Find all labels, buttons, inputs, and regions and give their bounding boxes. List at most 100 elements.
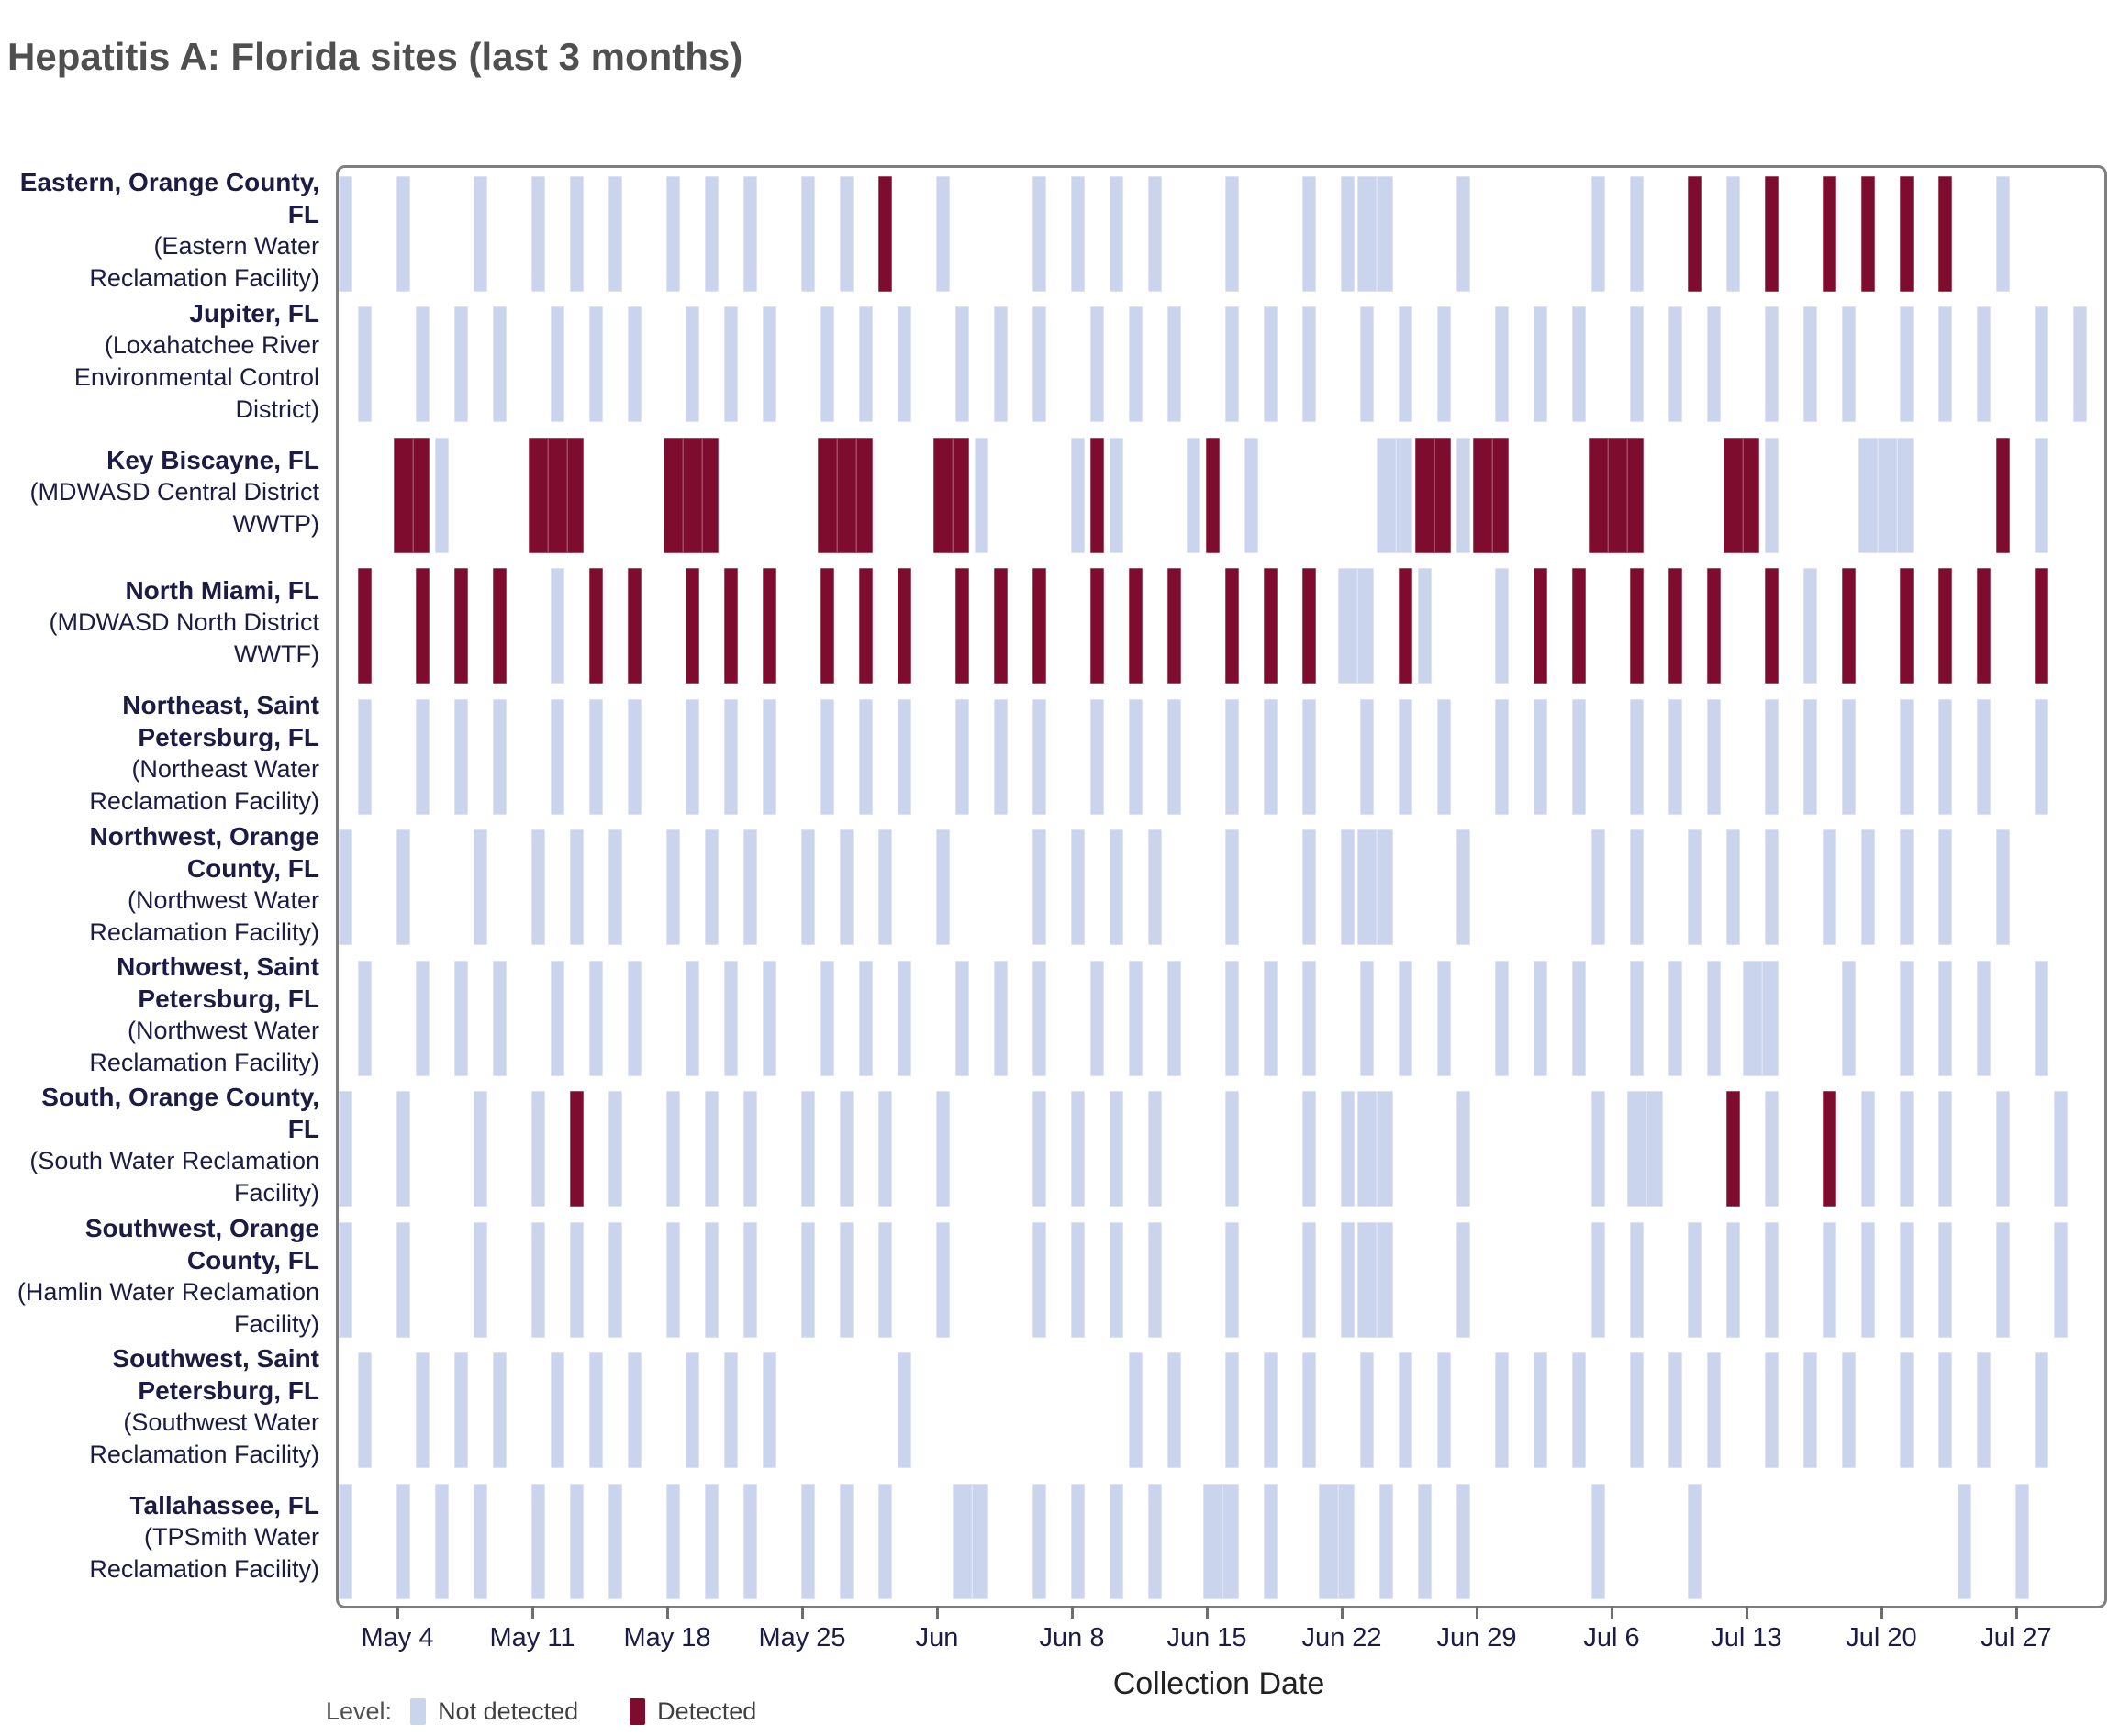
x-tick-label: May 11 <box>489 1623 575 1653</box>
tile-not-detected <box>551 306 564 423</box>
tile-not-detected <box>1726 829 1740 946</box>
tile-not-detected <box>666 829 680 946</box>
tile-not-detected <box>1591 1091 1605 1207</box>
tile-not-detected <box>1302 1352 1316 1469</box>
tile-not-detected <box>570 176 584 292</box>
tile-not-detected <box>1630 1352 1644 1469</box>
tile-not-detected <box>1996 1091 2010 1207</box>
tile-detected <box>1302 568 1316 684</box>
legend: Level: Not detected Detected <box>326 1693 795 1730</box>
tile-not-detected <box>1977 306 1991 423</box>
tile-not-detected <box>763 306 776 423</box>
tile-not-detected <box>1456 829 1470 946</box>
tile-not-detected <box>705 1091 719 1207</box>
tile-not-detected <box>1977 1352 1991 1469</box>
tile-not-detected <box>474 1221 487 1338</box>
site-name: North Miami, FL <box>125 576 319 606</box>
tile-not-detected <box>1418 568 1432 684</box>
site-label: Southwest, Orange County, FL (Hamlin Wate… <box>9 1212 319 1341</box>
tile-not-detected <box>1110 1091 1123 1207</box>
tile-not-detected <box>898 960 911 1076</box>
tile-not-detected <box>1456 1091 1470 1207</box>
tile-detected <box>1726 1091 1740 1207</box>
tile-not-detected <box>608 829 622 946</box>
tile-not-detected <box>840 1091 854 1207</box>
tile-not-detected <box>878 1483 892 1599</box>
tile-not-detected <box>975 437 988 553</box>
site-label: Northeast, Saint Petersburg, FL (Northeas… <box>9 689 319 818</box>
tile-not-detected <box>474 1483 487 1599</box>
tile-not-detected <box>1032 960 1046 1076</box>
tile-not-detected <box>1861 1221 1875 1338</box>
tile-not-detected <box>1765 437 1779 553</box>
tile-detected <box>1668 568 1682 684</box>
tile-not-detected <box>608 176 622 292</box>
tile-not-detected <box>2054 1221 2068 1338</box>
tile-not-detected <box>898 306 911 423</box>
tile-not-detected <box>1823 1221 1836 1338</box>
tile-not-detected <box>1032 1483 1046 1599</box>
tile-not-detected <box>1900 1221 1914 1338</box>
tile-detected <box>1415 437 1451 553</box>
tile-not-detected <box>666 1091 680 1207</box>
tile-not-detected <box>1996 176 2010 292</box>
site-facility: (Northwest Water Reclamation Facility) <box>89 1016 319 1076</box>
tile-not-detected <box>1110 437 1123 553</box>
tile-not-detected <box>801 1091 815 1207</box>
tile-not-detected <box>551 698 564 815</box>
tile-detected <box>1473 437 1509 553</box>
tile-not-detected <box>358 960 372 1076</box>
tile-not-detected <box>2035 437 2048 553</box>
tile-detected <box>589 568 603 684</box>
tile-not-detected <box>1225 829 1239 946</box>
tile-not-detected <box>1495 306 1509 423</box>
tile-not-detected <box>1707 1352 1721 1469</box>
tile-not-detected <box>1668 1352 1682 1469</box>
site-name: Southwest, Orange County, FL <box>84 1213 319 1274</box>
tile-not-detected <box>531 176 545 292</box>
tile-not-detected <box>1534 698 1547 815</box>
tile-not-detected <box>878 829 892 946</box>
tile-not-detected <box>898 1352 911 1469</box>
x-tick-label: Jun 22 <box>1301 1623 1382 1653</box>
tile-not-detected <box>454 1352 468 1469</box>
tile-not-detected <box>1341 1091 1355 1207</box>
tile-not-detected <box>1377 437 1412 553</box>
tile-not-detected <box>1071 1221 1085 1338</box>
tile-not-detected <box>1148 176 1162 292</box>
tile-not-detected <box>1823 829 1836 946</box>
site-facility: (Loxahatchee River Environmental Control… <box>73 330 319 423</box>
tile-not-detected <box>589 1352 603 1469</box>
tile-not-detected <box>1534 306 1547 423</box>
tile-not-detected <box>1572 960 1586 1076</box>
tile-detected <box>628 568 642 684</box>
tile-not-detected <box>570 829 584 946</box>
tile-not-detected <box>1225 306 1239 423</box>
tile-detected <box>1900 176 1914 292</box>
tile-not-detected <box>628 306 642 423</box>
tile-not-detected <box>1187 437 1200 553</box>
tile-not-detected <box>608 1483 622 1599</box>
tile-not-detected <box>1110 176 1123 292</box>
tile-not-detected <box>1225 698 1239 815</box>
site-label: Eastern, Orange County, FL (Eastern Water… <box>9 166 319 295</box>
tile-not-detected <box>589 698 603 815</box>
tile-not-detected <box>1071 829 1085 946</box>
tile-not-detected <box>1688 829 1702 946</box>
x-tick-label: Jun <box>915 1623 959 1653</box>
x-tick-mark <box>935 1606 939 1619</box>
tile-not-detected <box>1360 698 1374 815</box>
tile-not-detected <box>840 829 854 946</box>
tile-not-detected <box>1900 829 1914 946</box>
tile-not-detected <box>531 829 545 946</box>
tile-detected <box>1765 568 1779 684</box>
site-facility: (Hamlin Water Reclamation Facility) <box>17 1277 319 1338</box>
tile-not-detected <box>994 960 1008 1076</box>
tile-not-detected <box>801 1221 815 1338</box>
tile-not-detected <box>1900 306 1914 423</box>
site-name: Northwest, Orange County, FL <box>89 821 319 883</box>
tile-not-detected <box>1071 1091 1085 1207</box>
tile-not-detected <box>801 176 815 292</box>
tile-detected <box>1167 568 1181 684</box>
tile-not-detected <box>1032 1221 1046 1338</box>
